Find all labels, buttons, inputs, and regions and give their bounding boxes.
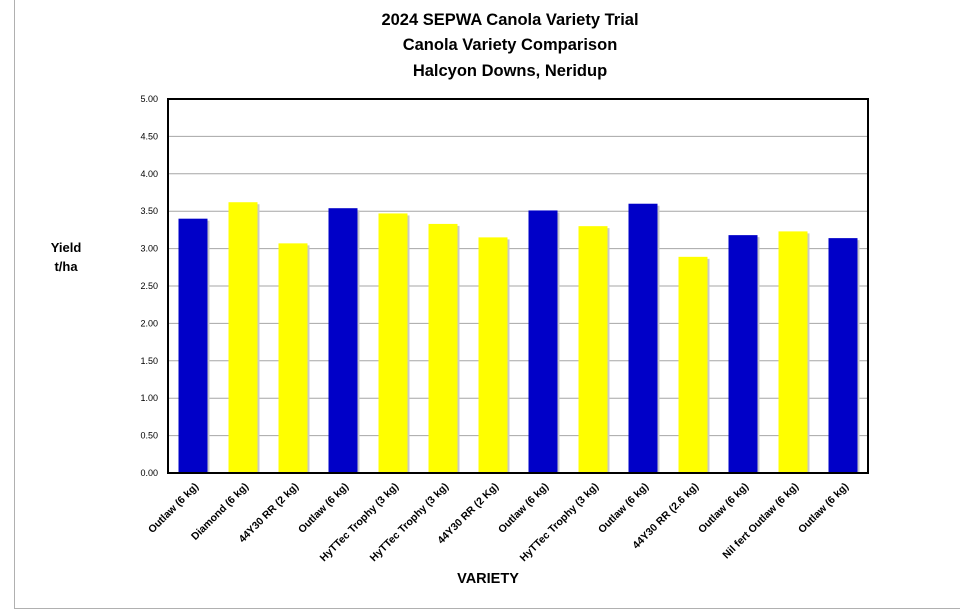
- y-tick-label: 1.00: [140, 393, 158, 403]
- y-tick-label: 3.00: [140, 244, 158, 254]
- chart-title-line-1: 2024 SEPWA Canola Variety Trial: [381, 11, 639, 29]
- x-axis-label: VARIETY: [457, 571, 519, 587]
- y-tick-label: 3.50: [140, 206, 158, 216]
- x-tick-label: Outlaw (6 kg): [796, 481, 851, 536]
- y-axis-label: Yield t/ha: [40, 238, 92, 276]
- y-tick-label: 2.00: [140, 318, 158, 328]
- bar: [228, 202, 258, 473]
- bar: [578, 226, 608, 473]
- bar: [678, 256, 708, 473]
- x-tick-label: Outlaw (6 kg): [496, 481, 551, 536]
- bar: [478, 237, 508, 473]
- x-tick-label: Outlaw (6 kg): [146, 481, 201, 536]
- y-tick-label: 2.50: [140, 281, 158, 291]
- bar: [178, 218, 208, 473]
- y-tick-label: 4.50: [140, 131, 158, 141]
- bar: [328, 208, 358, 473]
- y-tick-label: 0.00: [140, 468, 158, 478]
- bar: [778, 231, 808, 473]
- y-tick-label: 1.50: [140, 356, 158, 366]
- bar: [428, 223, 458, 473]
- bar: [528, 210, 558, 473]
- bar: [828, 238, 858, 473]
- y-axis-label-line-2: t/ha: [54, 259, 78, 274]
- bar: [728, 235, 758, 473]
- x-tick-label: Outlaw (6 kg): [696, 481, 751, 536]
- bar: [378, 213, 408, 473]
- x-tick-label: Outlaw (6 kg): [296, 481, 351, 536]
- y-axis-label-line-1: Yield: [50, 240, 82, 255]
- y-tick-label: 5.00: [140, 94, 158, 104]
- chart-title-line-2: Canola Variety Comparison: [402, 36, 618, 54]
- y-tick-label: 4.00: [140, 169, 158, 179]
- plot-area-border: [167, 98, 869, 474]
- bar: [278, 243, 308, 473]
- x-tick-label: Outlaw (6 kg): [596, 481, 651, 536]
- chart-title-line-3: Halcyon Downs, Neridup: [412, 62, 608, 80]
- y-tick-label: 0.50: [140, 431, 158, 441]
- chart-frame: [14, 0, 960, 609]
- bar: [628, 203, 658, 473]
